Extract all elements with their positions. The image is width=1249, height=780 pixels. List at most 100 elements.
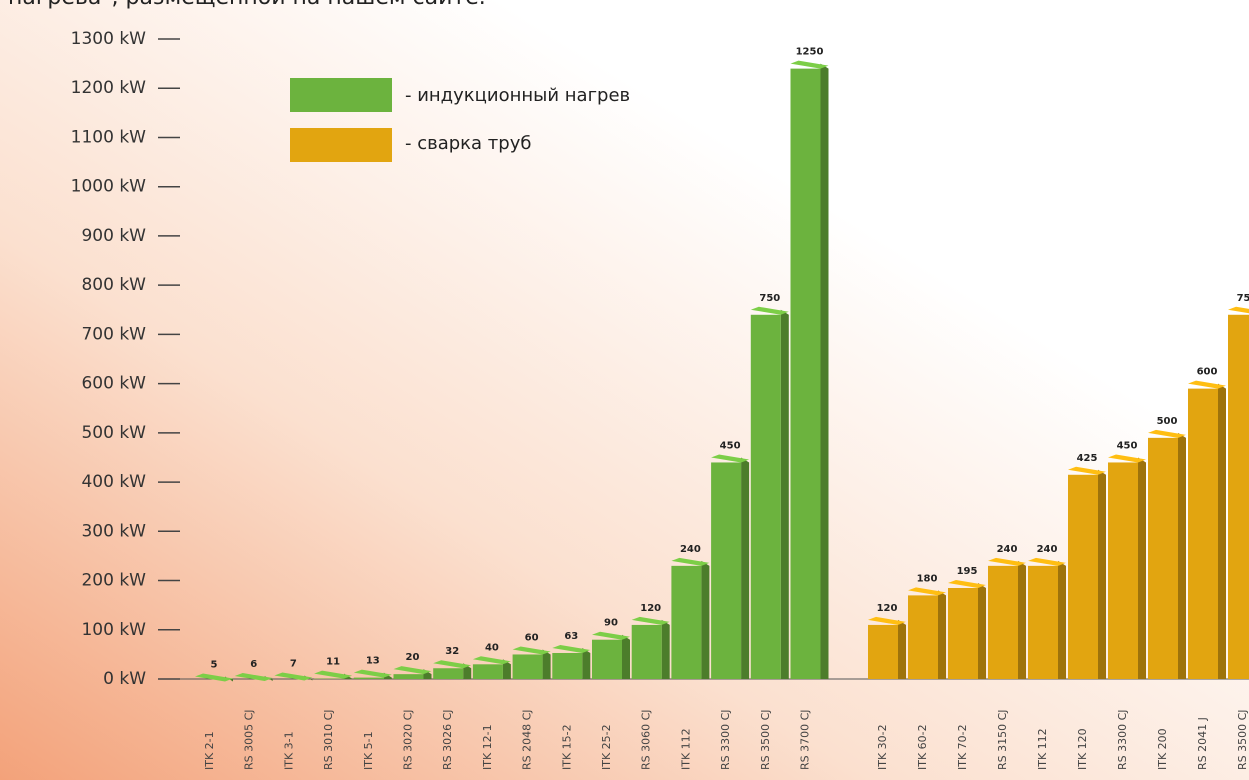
bar-side <box>821 64 829 679</box>
x-tick-label: RS 3005 CJ <box>243 709 256 770</box>
value-label: 6 <box>250 659 257 670</box>
value-label: 1250 <box>796 47 824 58</box>
bar-side <box>1218 384 1226 679</box>
x-tick-label: ITK 5-1 <box>362 731 375 770</box>
value-label: 7 <box>290 659 297 670</box>
value-label: 120 <box>877 603 898 614</box>
x-tick-label: ITK 30-2 <box>876 724 889 770</box>
bar <box>394 674 424 679</box>
y-tick-label: 300 kW <box>81 521 146 541</box>
bar <box>354 678 384 679</box>
bar-side <box>1058 561 1066 679</box>
bar-side <box>781 310 789 679</box>
bar <box>1068 475 1098 679</box>
value-label: 20 <box>406 652 420 663</box>
x-tick-label: RS 3300 CJ <box>1116 709 1129 770</box>
bar-side <box>701 561 709 679</box>
x-tick-label: RS 3500 CJ <box>1236 709 1249 770</box>
bar-side <box>1178 433 1186 679</box>
y-tick-label: 500 kW <box>81 423 146 443</box>
value-label: 63 <box>564 631 578 642</box>
bar <box>473 664 503 679</box>
bar-side <box>1138 457 1146 679</box>
x-tick-label: RS 2048 CJ <box>521 709 534 770</box>
y-tick-label: 0 kW <box>103 669 146 689</box>
chart: нагрева", размещенной на нашем сайте. - … <box>0 0 1249 780</box>
y-tick-label: 1100 kW <box>71 127 147 147</box>
bar-side <box>582 648 590 679</box>
bar <box>433 668 463 679</box>
x-tick-label: RS 2041 J <box>1196 717 1209 770</box>
bar <box>1148 438 1178 679</box>
value-label: 600 <box>1197 367 1218 378</box>
y-tick-label: 700 kW <box>81 324 146 344</box>
y-tick-label: 1200 kW <box>71 78 147 98</box>
bar <box>868 625 898 679</box>
value-label: 90 <box>604 618 618 629</box>
value-label: 750 <box>1237 293 1249 304</box>
x-tick-label: ITK 112 <box>679 728 692 770</box>
x-tick-label: RS 3020 CJ <box>402 709 415 770</box>
y-tick-label: 100 kW <box>81 620 146 640</box>
value-label: 60 <box>525 632 539 643</box>
value-label: 450 <box>720 440 741 451</box>
bar-side <box>741 457 749 679</box>
bar <box>1028 566 1058 679</box>
legend-swatch <box>290 78 392 112</box>
bar <box>791 69 821 679</box>
x-tick-label: ITK 3-1 <box>282 731 295 770</box>
legend-swatch <box>290 128 392 162</box>
x-tick-label: RS 3500 CJ <box>759 709 772 770</box>
x-tick-label: RS 3700 CJ <box>799 709 812 770</box>
y-tick-label: 800 kW <box>81 275 146 295</box>
x-tick-label: ITK 70-2 <box>956 724 969 770</box>
bar <box>592 640 622 679</box>
x-tick-label: RS 3300 CJ <box>719 709 732 770</box>
value-label: 750 <box>759 293 780 304</box>
y-tick-label: 600 kW <box>81 374 146 394</box>
y-tick-label: 400 kW <box>81 472 146 492</box>
value-label: 500 <box>1157 416 1178 427</box>
value-label: 13 <box>366 656 380 667</box>
bar-side <box>1018 561 1026 679</box>
x-tick-label: RS 3060 CJ <box>640 709 653 770</box>
y-tick-label: 900 kW <box>81 226 146 246</box>
bar <box>948 588 978 679</box>
x-tick-label: ITK 12-1 <box>481 724 494 770</box>
bar-side <box>898 620 906 679</box>
x-tick-label: ITK 120 <box>1076 728 1089 770</box>
bar-side <box>978 583 986 679</box>
bar <box>632 625 662 679</box>
value-label: 11 <box>326 657 340 668</box>
bar <box>513 654 543 679</box>
value-label: 32 <box>445 646 459 657</box>
x-tick-label: ITK 25-2 <box>600 724 613 770</box>
x-tick-label: ITK 60-2 <box>916 724 929 770</box>
bar <box>1108 462 1138 679</box>
page: {"header": {"text": "нагрева\", размещен… <box>0 0 1249 780</box>
bar-side <box>662 620 670 679</box>
value-label: 120 <box>640 603 661 614</box>
value-label: 425 <box>1077 453 1098 464</box>
x-tick-label: RS 3010 CJ <box>322 709 335 770</box>
x-tick-label: RS 3150 CJ <box>996 709 1009 770</box>
y-tick-label: 1300 kW <box>71 29 147 49</box>
value-label: 450 <box>1117 440 1138 451</box>
bar-side <box>622 635 630 679</box>
x-tick-label: ITK 200 <box>1156 728 1169 770</box>
value-label: 5 <box>211 660 218 671</box>
bar-side <box>938 590 946 679</box>
legend-label: - индукционный нагрев <box>405 85 630 106</box>
value-label: 40 <box>485 642 499 653</box>
legend-label: - сварка труб <box>405 133 531 154</box>
bar <box>1228 315 1249 679</box>
bar <box>1188 389 1218 679</box>
bar <box>552 653 582 679</box>
bar <box>711 462 741 679</box>
x-tick-label: ITK 112 <box>1036 728 1049 770</box>
bar <box>988 566 1018 679</box>
value-label: 240 <box>997 544 1018 555</box>
value-label: 180 <box>917 573 938 584</box>
header-text: нагрева", размещенной на нашем сайте. <box>8 0 486 10</box>
y-tick-label: 200 kW <box>81 571 146 591</box>
